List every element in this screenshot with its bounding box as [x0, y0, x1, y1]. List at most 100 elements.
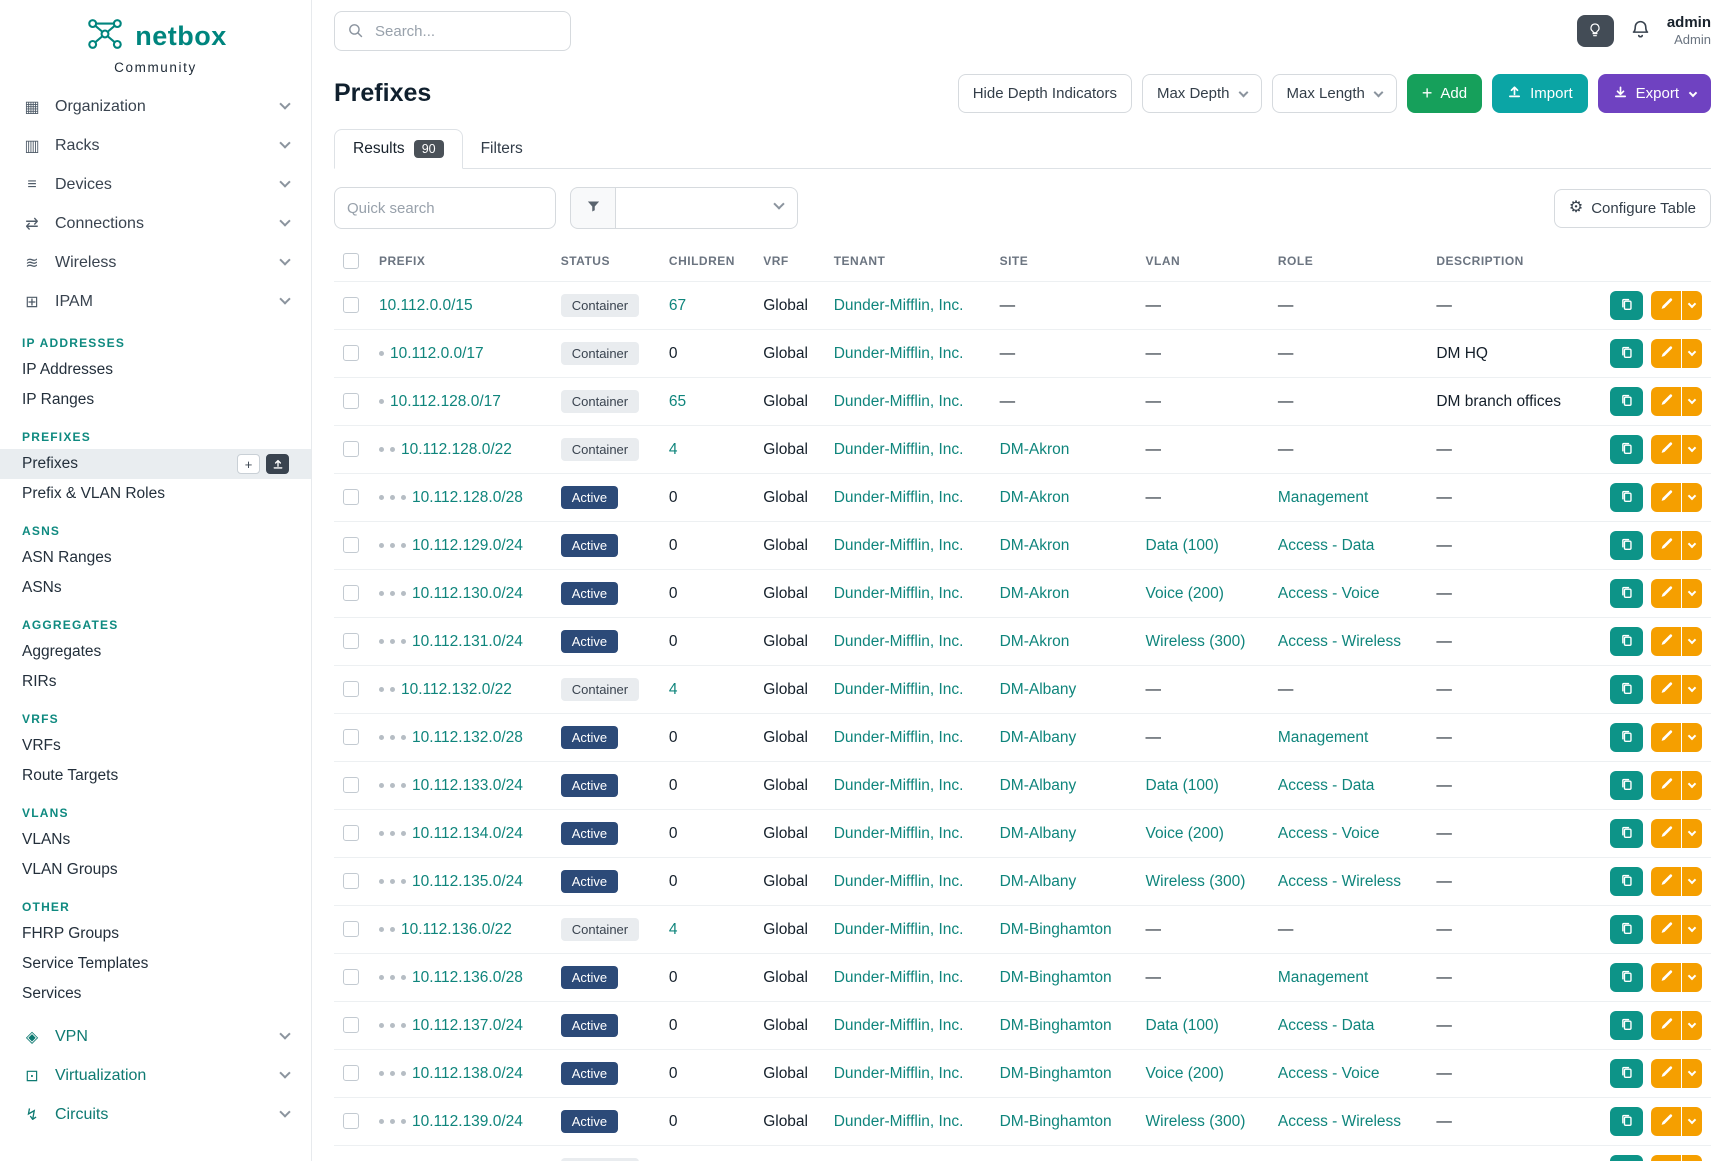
edit-button[interactable]	[1651, 1059, 1681, 1088]
clone-button[interactable]	[1610, 1155, 1643, 1161]
vlan-link[interactable]: Voice (200)	[1145, 584, 1224, 602]
sidebar-item-ip-addresses[interactable]: IP Addresses	[0, 355, 311, 385]
select-all-checkbox[interactable]	[343, 253, 359, 269]
edit-button[interactable]	[1651, 963, 1681, 992]
children-count[interactable]: 65	[668, 392, 687, 410]
sidebar-group-organization[interactable]: ▦ Organization	[0, 87, 311, 126]
edit-button[interactable]	[1651, 1155, 1681, 1161]
edit-dropdown-button[interactable]	[1682, 867, 1702, 896]
edit-dropdown-button[interactable]	[1682, 771, 1702, 800]
edit-dropdown-button[interactable]	[1682, 291, 1702, 320]
tenant-link[interactable]: Dunder-Mifflin, Inc.	[833, 632, 964, 650]
role-link[interactable]: Access - Wireless	[1277, 872, 1402, 890]
tenant-link[interactable]: Dunder-Mifflin, Inc.	[833, 488, 964, 506]
vlan-link[interactable]: Wireless (300)	[1145, 1112, 1246, 1130]
export-button[interactable]: Export	[1597, 74, 1711, 113]
edit-button[interactable]	[1651, 579, 1681, 608]
column-header-vlan[interactable]: VLAN	[1145, 254, 1181, 268]
tenant-link[interactable]: Dunder-Mifflin, Inc.	[833, 584, 964, 602]
vlan-link[interactable]: Data (100)	[1145, 776, 1219, 794]
tenant-link[interactable]: Dunder-Mifflin, Inc.	[833, 440, 964, 458]
tenant-link[interactable]: Dunder-Mifflin, Inc.	[833, 1016, 964, 1034]
site-link[interactable]: DM-Binghamton	[999, 920, 1112, 938]
clone-button[interactable]	[1610, 915, 1643, 944]
sidebar-item-vrfs[interactable]: VRFs	[0, 731, 311, 761]
role-link[interactable]: Access - Voice	[1277, 1064, 1380, 1082]
prefix-link[interactable]: 10.112.128.0/22	[401, 440, 512, 458]
clone-button[interactable]	[1610, 531, 1643, 560]
tenant-link[interactable]: Dunder-Mifflin, Inc.	[833, 1064, 964, 1082]
tenant-link[interactable]: Dunder-Mifflin, Inc.	[833, 536, 964, 554]
sidebar-item-vlans[interactable]: VLANs	[0, 825, 311, 855]
sidebar-group-ipam[interactable]: ⊞ IPAM	[0, 282, 311, 321]
edit-dropdown-button[interactable]	[1682, 1011, 1702, 1040]
prefix-link[interactable]: 10.112.0.0/17	[390, 344, 484, 362]
prefix-link[interactable]: 10.112.130.0/24	[412, 584, 523, 602]
column-header-role[interactable]: ROLE	[1277, 254, 1314, 268]
sidebar-item-route-targets[interactable]: Route Targets	[0, 761, 311, 791]
tenant-link[interactable]: Dunder-Mifflin, Inc.	[833, 968, 964, 986]
role-link[interactable]: Management	[1277, 728, 1369, 746]
row-checkbox[interactable]	[343, 873, 359, 890]
filter-select[interactable]	[616, 187, 798, 229]
add-button[interactable]: + Add	[1406, 74, 1483, 113]
prefix-link[interactable]: 10.112.136.0/28	[412, 968, 523, 986]
edit-button[interactable]	[1651, 867, 1681, 896]
role-link[interactable]: Management	[1277, 488, 1369, 506]
tab-results[interactable]: Results 90	[334, 129, 463, 169]
clone-button[interactable]	[1610, 627, 1643, 656]
children-count[interactable]: 67	[668, 296, 687, 314]
prefix-link[interactable]: 10.112.0.0/15	[379, 296, 473, 314]
row-checkbox[interactable]	[343, 777, 359, 794]
edit-button[interactable]	[1651, 435, 1681, 464]
global-search-input[interactable]	[334, 11, 571, 51]
tenant-link[interactable]: Dunder-Mifflin, Inc.	[833, 392, 964, 410]
sidebar-item-services[interactable]: Services	[0, 979, 311, 1009]
site-link[interactable]: DM-Akron	[999, 584, 1070, 602]
row-checkbox[interactable]	[343, 729, 359, 746]
sidebar-item-vlan-groups[interactable]: VLAN Groups	[0, 855, 311, 885]
column-header-description[interactable]: DESCRIPTION	[1436, 254, 1524, 268]
sidebar-item-fhrp-groups[interactable]: FHRP Groups	[0, 919, 311, 949]
configure-table-button[interactable]: ⚙ Configure Table	[1553, 188, 1711, 228]
clone-button[interactable]	[1610, 771, 1643, 800]
role-link[interactable]: Access - Voice	[1277, 584, 1380, 602]
prefix-link[interactable]: 10.112.128.0/17	[390, 392, 501, 410]
site-link[interactable]: DM-Binghamton	[999, 1016, 1112, 1034]
tenant-link[interactable]: Dunder-Mifflin, Inc.	[833, 1112, 964, 1130]
clone-button[interactable]	[1610, 579, 1643, 608]
tenant-link[interactable]: Dunder-Mifflin, Inc.	[833, 920, 964, 938]
theme-toggle-button[interactable]	[1576, 15, 1614, 47]
site-link[interactable]: DM-Albany	[999, 872, 1077, 890]
site-link[interactable]: DM-Albany	[999, 824, 1077, 842]
tab-filters[interactable]: Filters	[463, 129, 541, 168]
tenant-link[interactable]: Dunder-Mifflin, Inc.	[833, 872, 964, 890]
edit-button[interactable]	[1651, 675, 1681, 704]
prefix-link[interactable]: 10.112.131.0/24	[412, 632, 523, 650]
edit-button[interactable]	[1651, 483, 1681, 512]
notifications-button[interactable]	[1630, 19, 1651, 43]
edit-dropdown-button[interactable]	[1682, 1107, 1702, 1136]
tenant-link[interactable]: Dunder-Mifflin, Inc.	[833, 344, 964, 362]
edit-button[interactable]	[1651, 1107, 1681, 1136]
clone-button[interactable]	[1610, 1011, 1643, 1040]
sidebar-item-asn-ranges[interactable]: ASN Ranges	[0, 543, 311, 573]
tenant-link[interactable]: Dunder-Mifflin, Inc.	[833, 728, 964, 746]
prefix-link[interactable]: 10.112.132.0/22	[401, 680, 512, 698]
site-link[interactable]: DM-Binghamton	[999, 968, 1112, 986]
edit-dropdown-button[interactable]	[1682, 387, 1702, 416]
vlan-link[interactable]: Wireless (300)	[1145, 632, 1246, 650]
row-checkbox[interactable]	[343, 1113, 359, 1130]
vlan-link[interactable]: Voice (200)	[1145, 824, 1224, 842]
clone-button[interactable]	[1610, 483, 1643, 512]
vlan-link[interactable]: Data (100)	[1145, 1016, 1219, 1034]
sidebar-import-prefix-button[interactable]	[266, 454, 289, 474]
children-count[interactable]: 4	[668, 920, 678, 938]
site-link[interactable]: DM-Albany	[999, 776, 1077, 794]
edit-button[interactable]	[1651, 339, 1681, 368]
sidebar-item-prefixes[interactable]: Prefixes +	[0, 449, 311, 479]
clone-button[interactable]	[1610, 1107, 1643, 1136]
clone-button[interactable]	[1610, 291, 1643, 320]
edit-dropdown-button[interactable]	[1682, 483, 1702, 512]
row-checkbox[interactable]	[343, 585, 359, 602]
